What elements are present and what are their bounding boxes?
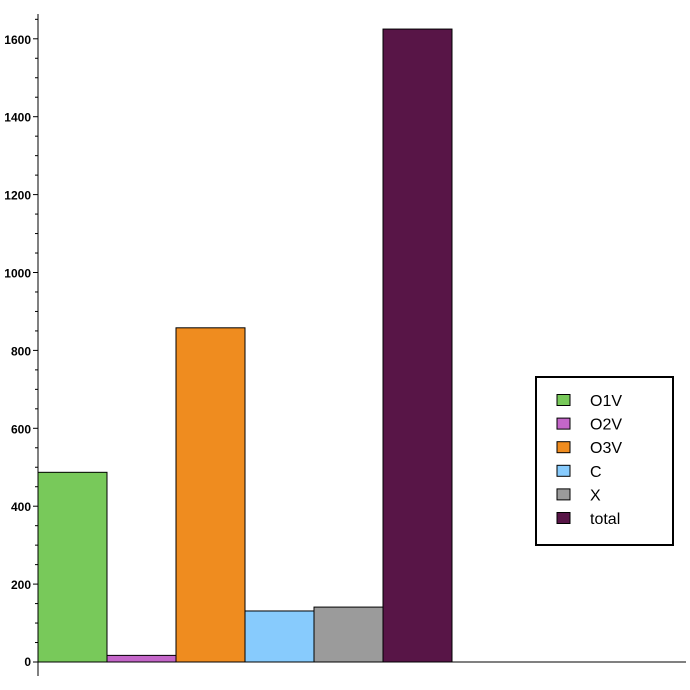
- bar-total: [382, 28, 453, 663]
- bar-x: [313, 606, 384, 663]
- axes-layer: [37, 14, 686, 676]
- bar-c: [244, 610, 315, 663]
- y-ticks-layer: 0 200 400 600 800 1000 1200 1400 1600: [4, 18, 38, 669]
- legend-swatch-o3v: [556, 441, 571, 454]
- legend-swatch-total: [556, 512, 571, 524]
- y-tick-label: 200: [11, 578, 31, 592]
- y-tick-label: 1000: [4, 267, 31, 281]
- legend-swatch-o2v: [556, 417, 571, 430]
- y-tick-label: 600: [11, 422, 31, 436]
- y-tick-label: 800: [11, 344, 31, 358]
- bars-layer: [37, 28, 453, 663]
- y-tick-label: 1400: [4, 111, 31, 125]
- legend-swatch-c: [556, 464, 571, 477]
- legend-swatch-x: [556, 488, 571, 501]
- y-tick-label: 0: [24, 655, 31, 669]
- legend-label-o2v: O2V: [590, 417, 622, 434]
- legend-label-x: X: [590, 487, 601, 504]
- y-tick-label: 400: [11, 500, 31, 514]
- legend-label-total: total: [590, 511, 620, 528]
- bar-o2v: [106, 654, 177, 663]
- y-tick-label: 1600: [4, 33, 31, 47]
- legend-label-o3v: O3V: [590, 440, 622, 457]
- legend-label-o1v: O1V: [590, 393, 622, 410]
- legend-swatch-o1v: [556, 394, 571, 406]
- bar-o3v: [175, 327, 246, 663]
- y-tick-label: 1200: [4, 189, 31, 203]
- bar-o1v: [37, 471, 108, 663]
- legend-label-c: C: [590, 464, 602, 481]
